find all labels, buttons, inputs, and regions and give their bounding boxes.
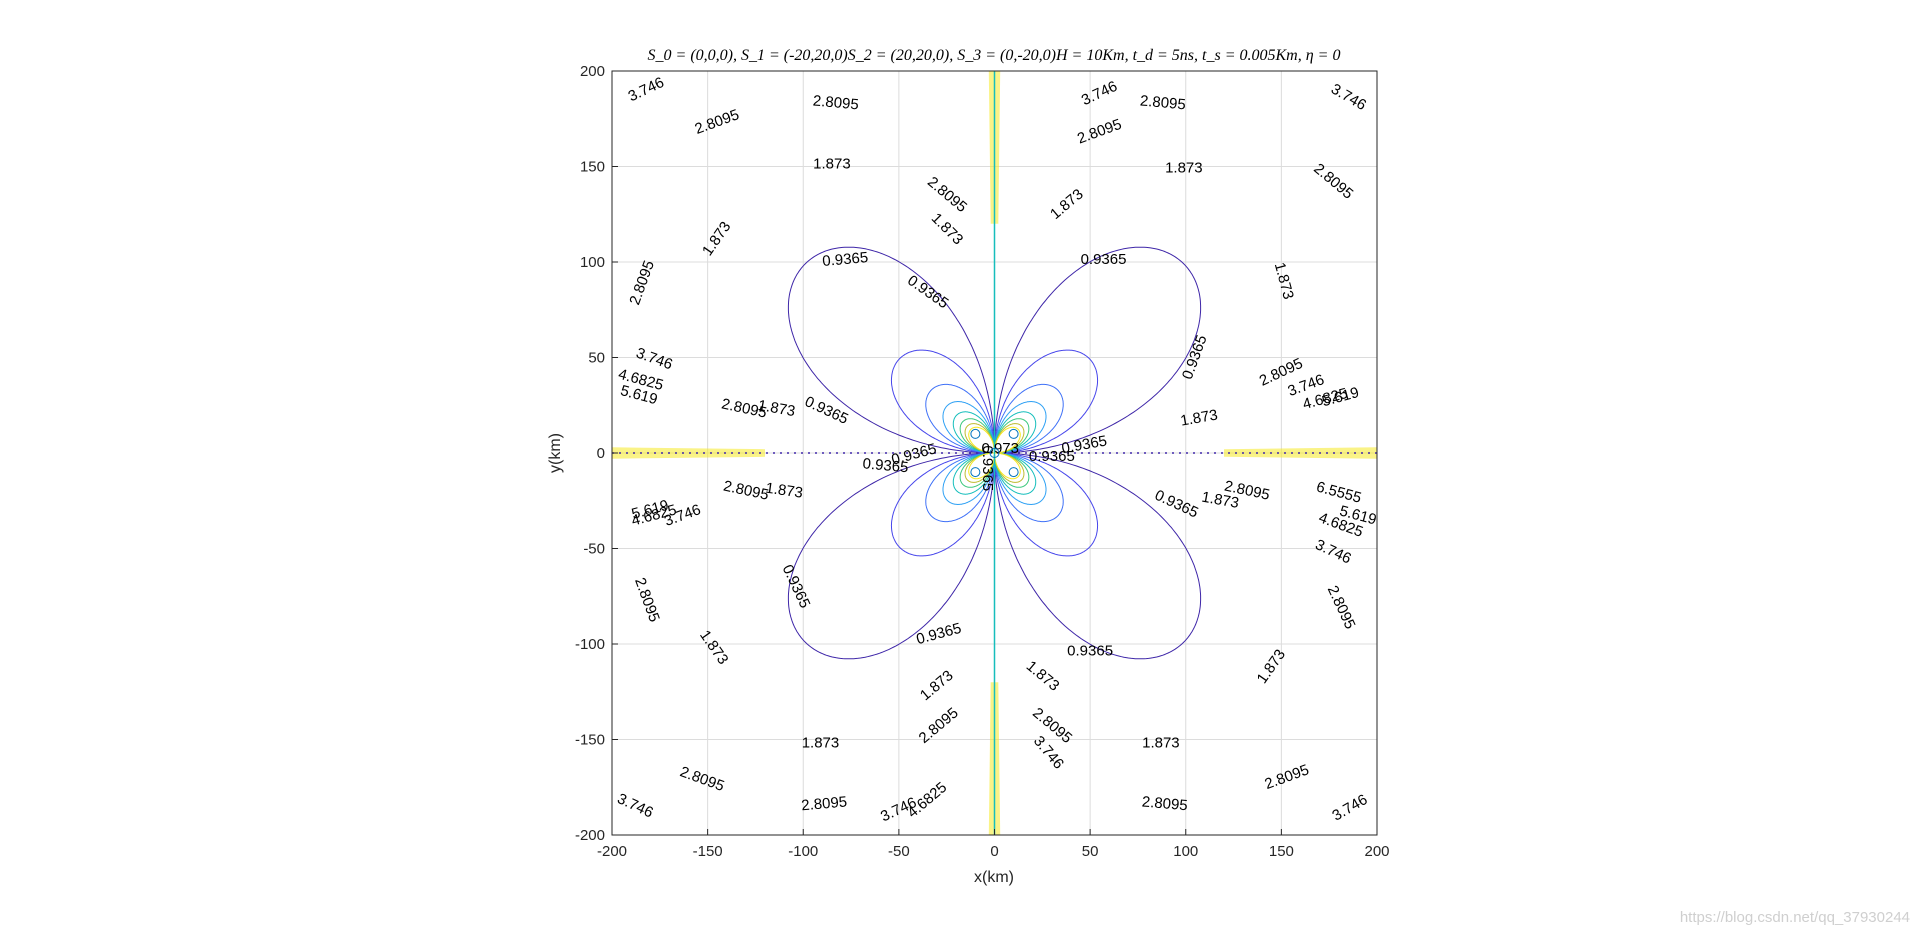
- chart-title: S_0 = (0,0,0), S_1 = (-20,20,0)S_2 = (20…: [648, 47, 1341, 64]
- contour-label: 0.9365: [1081, 251, 1127, 268]
- station-marker-S4: [1008, 467, 1019, 478]
- contour-line-2.8095: [925, 452, 995, 523]
- y-tick-label: 50: [588, 350, 605, 367]
- contour-line-0.9365: [994, 452, 1202, 660]
- y-axis-ticks: -200 -150 -100 -50 0 50 100 150 200: [575, 63, 618, 844]
- contour-line-6.5555: [994, 452, 1025, 483]
- contour-label: 1.873: [813, 156, 851, 173]
- watermark: https://blog.csdn.net/qq_37930244: [1679, 909, 1910, 926]
- contour-line-7.492: [994, 426, 1021, 454]
- x-tick-label: 0: [990, 843, 998, 860]
- x-tick-label: 50: [1082, 843, 1099, 860]
- contour-line-2.8095: [994, 452, 1064, 523]
- contour-label: 0.9365: [862, 455, 909, 476]
- contour-label: 1.873: [1179, 406, 1219, 429]
- contour-label: 2.8095: [1141, 793, 1188, 814]
- contour-label: 2.8095: [812, 92, 859, 113]
- contour-line-5.619: [959, 452, 995, 488]
- contour-line-1.873: [890, 452, 995, 557]
- x-tick-label: -100: [788, 843, 818, 860]
- y-tick-label: 200: [580, 63, 605, 80]
- contour-label: 1.873: [802, 734, 840, 751]
- contour-line-2.8095: [994, 383, 1064, 454]
- contour-line-2.8095: [925, 383, 995, 454]
- contour-line-7.492: [968, 452, 995, 480]
- x-tick-label: 200: [1364, 843, 1389, 860]
- contour-label: 2.8095: [801, 793, 848, 814]
- x-axis-label: x(km): [974, 869, 1014, 886]
- y-axis-label: y(km): [547, 433, 564, 473]
- contour-label: 1.873: [757, 397, 797, 420]
- contour-line-6.5555: [964, 452, 995, 483]
- contour-label: 0.9365: [979, 445, 996, 491]
- contour-label: 1.873: [1200, 489, 1240, 512]
- contour-line-4.6825: [994, 452, 1037, 495]
- y-tick-label: -100: [575, 636, 605, 653]
- station-marker-S0: [989, 448, 1000, 458]
- contour-line-1.873: [994, 349, 1099, 454]
- contour-label: 0.9365: [1067, 643, 1113, 660]
- contour-label: 1.873: [1142, 734, 1180, 751]
- contour-line-5.619: [994, 418, 1030, 454]
- contour-line-3.746: [942, 401, 995, 454]
- x-tick-label: 150: [1269, 843, 1294, 860]
- y-tick-label: -150: [575, 732, 605, 749]
- contour-line-0.9365: [994, 246, 1202, 454]
- contour-line-4.6825: [952, 452, 995, 495]
- contour-line-3.746: [942, 452, 995, 505]
- high-level-band: [1224, 447, 1377, 459]
- y-tick-label: 100: [580, 254, 605, 271]
- station-marker-S3: [970, 467, 981, 478]
- high-level-band: [612, 447, 765, 459]
- contour-line-1.873: [994, 452, 1099, 557]
- station-marker-S2: [1008, 428, 1019, 439]
- y-tick-label: 0: [597, 445, 605, 462]
- contour-lines: [612, 71, 1377, 835]
- contour-label: 0.9365: [822, 249, 869, 270]
- x-tick-label: -150: [693, 843, 723, 860]
- contour-line-0.9365: [787, 452, 995, 660]
- contour-line-4.6825: [952, 411, 995, 454]
- contour-line-6.5555: [964, 423, 995, 454]
- contour-label: 0.973: [981, 440, 1019, 457]
- contour-line-7.492: [968, 426, 995, 454]
- contour-line-1.873: [890, 349, 995, 454]
- y-tick-label: 150: [580, 159, 605, 176]
- contour-label: 2.8095: [1139, 92, 1186, 113]
- x-axis-ticks: -200 -150 -100 -50 0 50 100 150 200: [597, 829, 1390, 860]
- x-tick-label: 100: [1173, 843, 1198, 860]
- contour-line-4.6825: [994, 411, 1037, 454]
- contour-line-5.619: [994, 452, 1030, 488]
- contour-label: 0.9365: [1029, 448, 1075, 465]
- contour-line-7.492: [994, 452, 1021, 480]
- contour-label: 1.873: [764, 480, 804, 502]
- station-marker-S1: [970, 428, 981, 439]
- contour-line-3.746: [994, 452, 1047, 505]
- contour-line-0.9365: [787, 246, 995, 454]
- y-tick-label: -50: [583, 541, 605, 558]
- x-tick-label: -200: [597, 843, 627, 860]
- contour-line-5.619: [959, 418, 995, 454]
- contour-label: 1.873: [1165, 159, 1203, 176]
- y-tick-label: -200: [575, 827, 605, 844]
- x-tick-label: -50: [888, 843, 910, 860]
- station-markers: [970, 428, 1019, 478]
- contour-line-6.5555: [994, 423, 1025, 454]
- contour-line-3.746: [994, 401, 1047, 454]
